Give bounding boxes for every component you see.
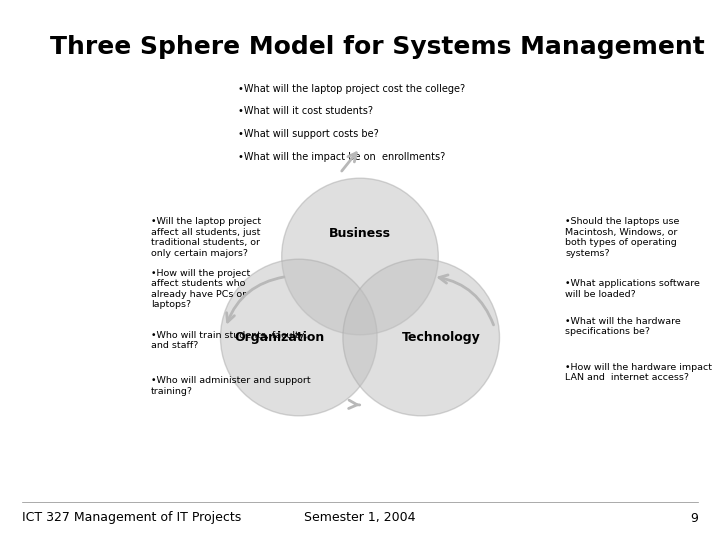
Circle shape [282,178,438,335]
Text: •How will the hardware impact
LAN and  internet access?: •How will the hardware impact LAN and in… [565,363,712,382]
Text: •What will support costs be?: •What will support costs be? [238,129,378,139]
Text: •Will the laptop project
affect all students, just
traditional students, or
only: •Will the laptop project affect all stud… [151,218,261,258]
Text: •How will the project
affect students who
already have PCs or
laptops?: •How will the project affect students wh… [151,269,251,309]
Text: Technology: Technology [402,331,480,344]
Text: •Should the laptops use
Macintosh, Windows, or
both types of operating
systems?: •Should the laptops use Macintosh, Windo… [565,218,680,258]
Circle shape [343,259,500,416]
Text: Organization: Organization [234,331,324,344]
Circle shape [220,259,377,416]
Text: •What will the impact be on  enrollments?: •What will the impact be on enrollments? [238,152,445,162]
Text: •What will it cost students?: •What will it cost students? [238,106,373,117]
Text: Semester 1, 2004: Semester 1, 2004 [305,511,415,524]
Text: •Who will train students, faculty,
and staff?: •Who will train students, faculty, and s… [151,330,307,350]
Text: •What will the hardware
specifications be?: •What will the hardware specifications b… [565,317,681,336]
Text: •What applications software
will be loaded?: •What applications software will be load… [565,279,700,299]
Text: •Who will administer and support
training?: •Who will administer and support trainin… [151,376,311,396]
Text: 9: 9 [690,511,698,524]
Text: ICT 327 Management of IT Projects: ICT 327 Management of IT Projects [22,511,241,524]
Text: Three Sphere Model for Systems Management: Three Sphere Model for Systems Managemen… [50,35,705,59]
Text: Business: Business [329,226,391,240]
Text: •What will the laptop project cost the college?: •What will the laptop project cost the c… [238,84,464,94]
